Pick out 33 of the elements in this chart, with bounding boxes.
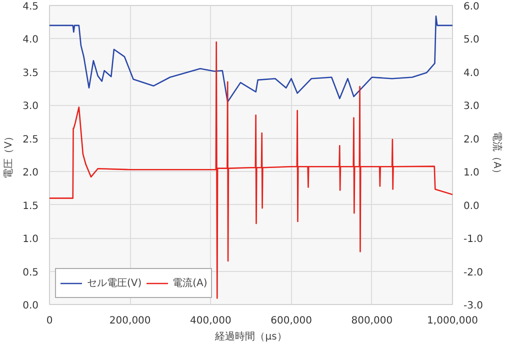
legend-label: 電流(A) bbox=[172, 276, 208, 290]
y2-axis-title: 電流（A） bbox=[491, 132, 504, 178]
y2-tick-label: 0.0 bbox=[464, 200, 480, 212]
y-tick-label: 0.0 bbox=[22, 300, 39, 312]
y-tick-label: 3.0 bbox=[22, 101, 39, 112]
x-tick-label: 400,000 bbox=[190, 316, 232, 326]
y2-tick-label: 6.0 bbox=[464, 2, 480, 12]
x-tick-label: 200,000 bbox=[109, 316, 151, 326]
y2-tick-label: 4.0 bbox=[464, 68, 480, 79]
y2-tick-label: 2.0 bbox=[464, 134, 480, 146]
line-series bbox=[50, 41, 452, 299]
x-tick-label: 1,000,000 bbox=[427, 316, 478, 326]
y-tick-label: 1.0 bbox=[22, 234, 39, 246]
y2-tick-label: -3.0 bbox=[464, 300, 484, 312]
x-tick-label: 800,000 bbox=[351, 316, 393, 326]
y-tick-label: 0.5 bbox=[22, 267, 39, 278]
y-tick-label: 2.0 bbox=[22, 168, 39, 179]
x-tick-label: 0 bbox=[46, 316, 53, 326]
y2-tick-label: -2.0 bbox=[464, 267, 484, 278]
y-tick-label: 1.5 bbox=[22, 200, 39, 212]
y2-tick-label: 1.0 bbox=[464, 168, 480, 179]
y-axis-title: 電圧（V） bbox=[4, 132, 15, 178]
x-tick-label: 600,000 bbox=[270, 316, 312, 326]
y-tick-label: 3.5 bbox=[22, 68, 39, 79]
y2-tick-label: -1.0 bbox=[464, 234, 484, 246]
y-tick-label: 4.5 bbox=[22, 2, 39, 12]
legend-label: セル電圧(V) bbox=[87, 277, 142, 290]
y-tick-label: 2.5 bbox=[22, 134, 39, 146]
line-series bbox=[50, 15, 452, 102]
y2-tick-label: 3.0 bbox=[464, 101, 480, 112]
y2-tick-label: 5.0 bbox=[464, 34, 480, 46]
y-tick-label: 4.0 bbox=[22, 34, 39, 46]
x-axis-title: 経過時間（μs） bbox=[214, 330, 287, 342]
